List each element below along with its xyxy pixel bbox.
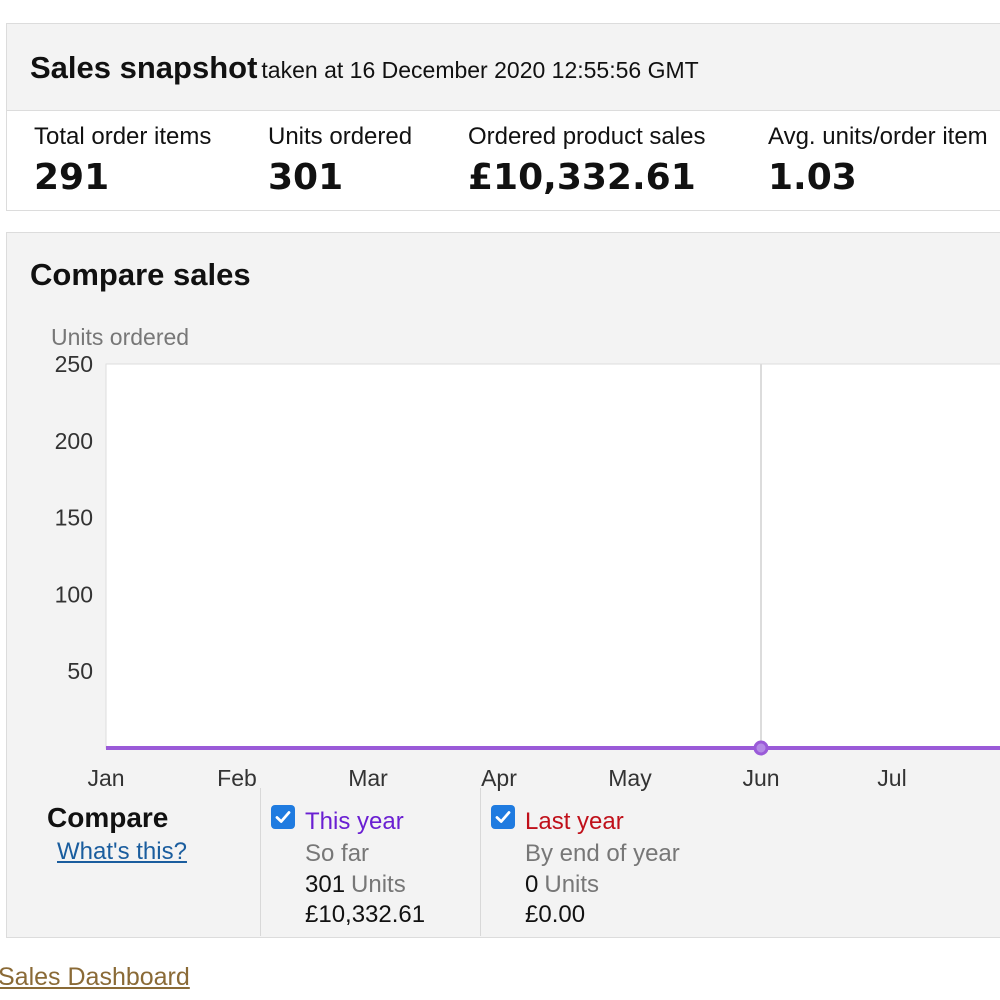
checkmark-icon: [275, 811, 291, 823]
y-tick-label: 250: [55, 351, 93, 377]
snapshot-timestamp: taken at 16 December 2020 12:55:56 GMT: [261, 57, 699, 83]
x-tick-label: Mar: [348, 765, 388, 791]
metric-label: Avg. units/order item: [768, 123, 988, 150]
snapshot-metrics: Total order items 291 Units ordered 301 …: [7, 111, 1000, 210]
this-year-units-value: 301: [305, 871, 346, 898]
this-year-column: This year So far 301 Units £10,332.61: [260, 788, 481, 936]
x-tick-label: Jan: [87, 765, 124, 791]
compare-legend: Compare What's this? This year So far 30…: [7, 788, 1000, 938]
metric-value: 1.03: [768, 157, 857, 198]
metric-label: Ordered product sales: [468, 123, 706, 150]
x-tick-label: Apr: [481, 765, 517, 791]
metric-label: Total order items: [34, 123, 212, 150]
plot-area: [105, 363, 1000, 749]
units-ordered-chart: Units ordered 50 100 150 200 250 Jan Feb Mar Apr…: [51, 324, 1000, 791]
compare-sales-title: Compare sales: [30, 257, 251, 292]
last-year-label: Last year: [525, 808, 624, 835]
last-year-units-word: Units: [544, 871, 600, 898]
y-tick-label: 100: [55, 581, 93, 607]
sales-dashboard-link[interactable]: Sales Dashboard: [0, 963, 190, 991]
compare-label-column: Compare What's this?: [7, 788, 260, 936]
last-year-units: 0 Units: [525, 871, 599, 899]
snapshot-title-text: Sales snapshot: [30, 50, 258, 85]
metric-avg-units-per-order-item: Avg. units/order item 1.03: [768, 123, 988, 198]
this-year-period: So far: [305, 840, 370, 867]
metric-ordered-product-sales: Ordered product sales £10,332.61: [468, 123, 705, 198]
y-axis-label: Units ordered: [51, 324, 189, 350]
snapshot-header: Sales snapshot taken at 16 December 2020 …: [7, 24, 1000, 111]
compare-label: Compare: [47, 802, 169, 833]
last-year-column: Last year By end of year 0 Units £0.00: [480, 788, 741, 936]
last-year-checkbox[interactable]: [491, 805, 515, 829]
x-tick-label: Jul: [877, 765, 906, 791]
x-tick-label: Jun: [742, 765, 779, 791]
x-tick-label: May: [608, 765, 652, 791]
this-year-sales: £10,332.61: [305, 901, 426, 928]
y-tick-label: 50: [67, 658, 93, 684]
data-point-jun: [753, 740, 769, 756]
compare-sales-panel: Compare sales Units ordered 50 100 150 200 2…: [6, 232, 1000, 938]
y-tick-label: 200: [55, 428, 93, 454]
sales-snapshot-panel: Sales snapshot taken at 16 December 2020 …: [6, 23, 1000, 211]
this-year-units: 301 Units: [305, 871, 406, 899]
whats-this-link[interactable]: What's this?: [57, 838, 187, 865]
checkmark-icon: [495, 811, 511, 823]
this-year-units-word: Units: [351, 871, 406, 898]
this-year-checkbox[interactable]: [271, 805, 295, 829]
snapshot-title: Sales snapshot taken at 16 December 2020 …: [30, 50, 699, 86]
metric-total-order-items: Total order items 291: [34, 123, 211, 198]
metric-label: Units ordered: [268, 123, 413, 150]
last-year-period: By end of year: [525, 840, 680, 867]
last-year-units-value: 0: [525, 871, 539, 898]
last-year-sales: £0.00: [525, 901, 586, 928]
this-year-label: This year: [305, 808, 404, 835]
y-tick-label: 150: [55, 505, 93, 531]
x-tick-label: Feb: [217, 765, 257, 791]
metric-units-ordered: Units ordered 301: [268, 123, 412, 198]
metric-value: £10,332.61: [468, 157, 696, 198]
metric-value: 301: [268, 157, 344, 198]
metric-value: 291: [34, 157, 110, 198]
